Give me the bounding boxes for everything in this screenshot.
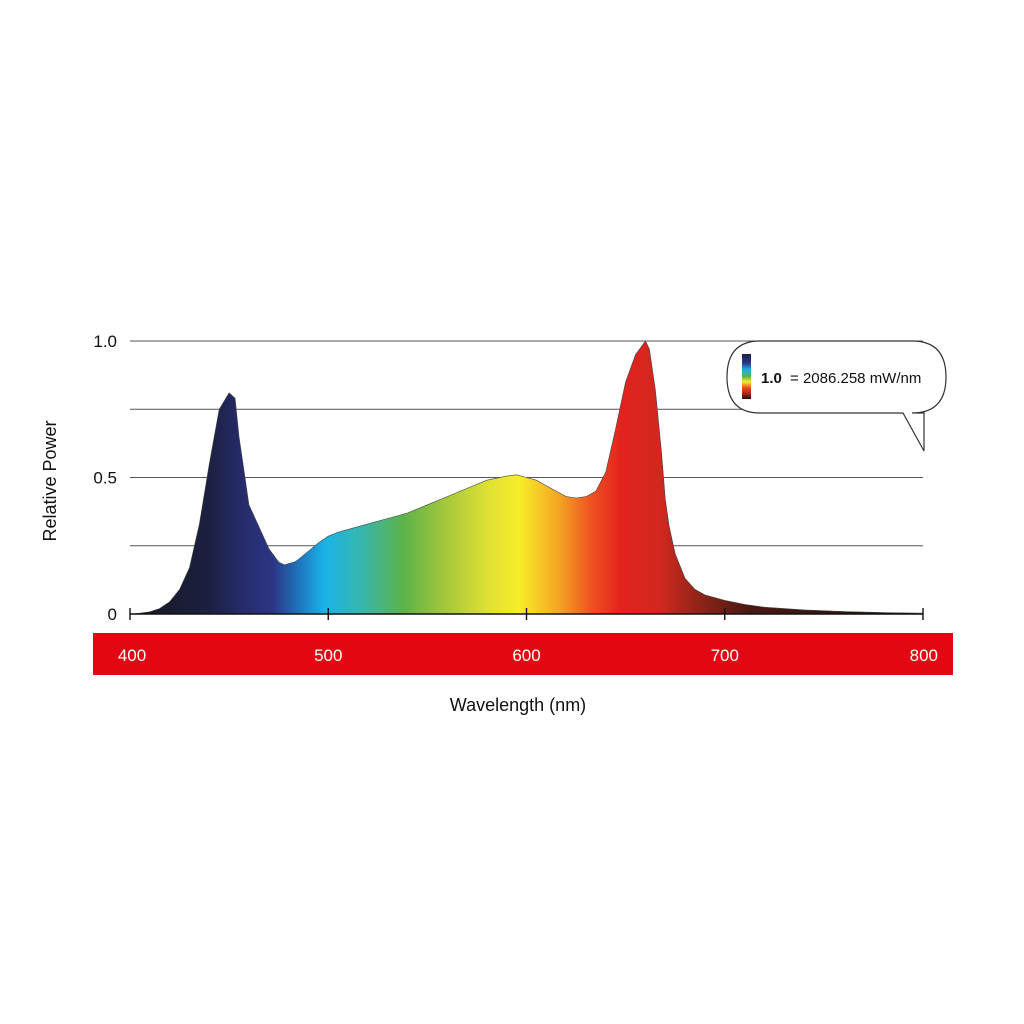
y-tick-label-0.5: 0.5	[93, 469, 117, 488]
spectrum-area	[129, 340, 924, 615]
spectrum-swatch	[742, 354, 751, 399]
svg-text:1.0 = 2086.258 mW/nm: 1.0 = 2086.258 mW/nm	[761, 370, 921, 387]
x-tick-label-500: 500	[314, 646, 342, 665]
x-axis-title: Wavelength (nm)	[450, 695, 586, 715]
y-tick-label-0: 0	[108, 605, 117, 624]
callout-bubble	[726, 340, 947, 452]
callout-text: = 2086.258 mW/nm	[790, 370, 921, 387]
x-tick-labels: 400 500 600 700 800	[118, 646, 938, 665]
y-tick-label-1.0: 1.0	[93, 332, 117, 351]
x-tick-label-700: 700	[711, 646, 739, 665]
x-tick-label-600: 600	[512, 646, 540, 665]
y-axis-title: Relative Power	[40, 420, 60, 541]
y-tick-labels: 0 0.5 1.0	[93, 332, 117, 624]
scale-callout: 1.0 = 2086.258 mW/nm	[726, 340, 947, 452]
callout-value: 1.0	[761, 370, 782, 387]
x-tick-marks	[129, 608, 924, 620]
x-tick-label-800: 800	[910, 646, 938, 665]
x-tick-label-400: 400	[118, 646, 146, 665]
wavelength-band	[93, 633, 953, 675]
